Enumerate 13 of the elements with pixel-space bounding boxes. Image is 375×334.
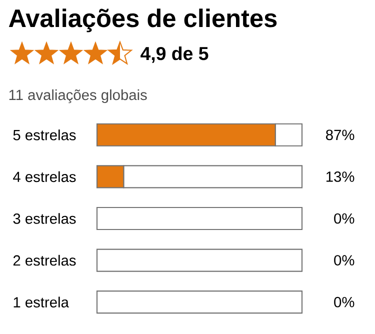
text: 11 avaliações globais [9,89,147,104]
data-label: 0% [334,213,354,224]
y-tick-label: 2 estrelas [13,254,76,266]
y-tick-label: 4 estrelas [13,171,76,182]
data-label: 13% [326,172,354,182]
chart-subtitle: 4,9 de 5 [140,46,208,63]
data-label: 0% [334,255,354,266]
y-tick-label: 5 estrelas [13,130,76,140]
y-tick-label: 3 estrelas [13,213,76,224]
y-tick-label: 1 estrela [14,296,69,308]
data-label: 0% [334,296,354,308]
data-label: 87% [326,130,354,140]
chart-title: Avaliações de clientes [8,8,277,32]
